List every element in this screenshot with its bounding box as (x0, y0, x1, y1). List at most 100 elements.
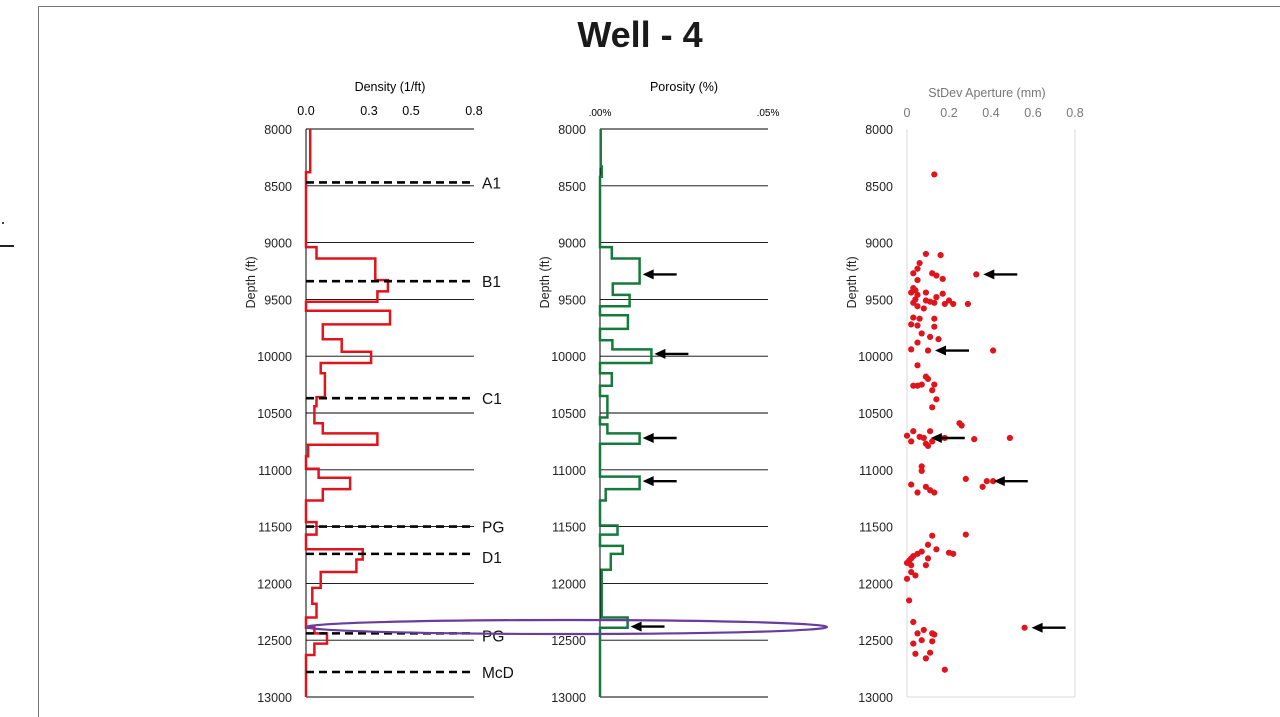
x-tick-label: .05% (757, 108, 780, 119)
data-point (910, 314, 917, 321)
data-point (910, 299, 917, 306)
data-point (914, 630, 921, 637)
formation-top-label: B1 (482, 274, 501, 291)
arrow-head (983, 269, 995, 280)
highlight-layer (305, 618, 829, 636)
y-axis-title: Depth (ft) (244, 256, 258, 308)
data-point (929, 438, 936, 445)
data-point (962, 475, 969, 482)
y-tick-label: 12500 (257, 634, 292, 648)
data-point (914, 303, 921, 310)
data-point (918, 467, 925, 475)
y-axis-title: Depth (ft) (538, 256, 552, 308)
data-point (908, 481, 915, 488)
data-point (914, 265, 921, 272)
data-point (918, 381, 925, 388)
data-point (916, 259, 923, 267)
data-point (922, 655, 930, 662)
data-point (908, 568, 915, 576)
data-point (922, 483, 930, 490)
arrow-head (993, 476, 1005, 487)
data-point (918, 330, 925, 337)
data-point (962, 531, 969, 538)
x-tick-label: 0.0 (297, 104, 314, 118)
x-tick-label: 0.6 (1024, 106, 1041, 120)
data-point (929, 532, 936, 539)
data-point (927, 649, 934, 656)
y-tick-label: 13000 (257, 691, 292, 705)
x-tick-label: 0.8 (1066, 106, 1083, 120)
data-point (958, 422, 965, 429)
y-tick-label: 9000 (865, 237, 893, 251)
arrow-head (654, 348, 666, 359)
arrow-head (930, 432, 942, 443)
data-point (929, 404, 936, 411)
data-point (918, 637, 925, 644)
data-point (908, 289, 915, 296)
data-point (920, 626, 927, 634)
x-axis-title: Porosity (%) (650, 80, 718, 94)
y-tick-label: 13000 (551, 691, 586, 705)
formation-top-label: PG (482, 520, 504, 537)
y-tick-label: 11000 (258, 464, 292, 478)
figure-frame (38, 6, 1280, 717)
data-point (912, 650, 919, 657)
data-point (914, 339, 921, 346)
data-point (933, 294, 940, 301)
data-point (918, 463, 925, 470)
x-tick-label: 0.5 (402, 104, 419, 118)
arrow-head (642, 269, 654, 280)
data-point (941, 300, 948, 308)
arrow-head (630, 621, 642, 632)
y-tick-label: 10500 (551, 407, 586, 421)
data-point (903, 575, 911, 582)
y-tick-label: 12000 (551, 577, 586, 591)
data-point (935, 336, 942, 343)
data-point (908, 346, 915, 353)
formation-top-label: PG (482, 628, 504, 645)
data-point (908, 562, 915, 569)
y-tick-label: 9500 (558, 293, 586, 307)
data-point (908, 438, 915, 445)
data-point (906, 597, 913, 604)
data-point (914, 276, 921, 284)
data-point (903, 432, 911, 439)
y-tick-label: 8000 (865, 123, 893, 137)
data-point (931, 631, 938, 638)
data-point (924, 555, 932, 562)
y-tick-label: 11500 (258, 521, 292, 535)
y-tick-label: 8500 (264, 180, 292, 194)
porosity-panel: 8000 8500 9000 9500 10000 10500 11000 11500 1200… (538, 80, 780, 705)
data-point (931, 489, 938, 496)
y-tick-label: 12500 (551, 634, 586, 648)
data-point (924, 541, 932, 548)
data-point (983, 478, 990, 485)
data-point (910, 428, 917, 435)
data-point (910, 640, 917, 647)
arrow-head (642, 476, 654, 487)
y-tick-label: 8500 (865, 180, 893, 194)
y-tick-label: 11000 (859, 464, 893, 478)
y-tick-label: 12000 (858, 577, 893, 591)
x-tick-label: .00% (589, 108, 612, 119)
data-point (945, 297, 953, 304)
y-tick-label: 8000 (264, 123, 292, 137)
y-axis-title: Depth (ft) (845, 256, 859, 308)
formation-top-label: McD (482, 665, 514, 682)
data-point (929, 387, 936, 394)
data-point (950, 300, 957, 308)
data-point (931, 299, 938, 306)
y-tick-label: 8500 (558, 180, 586, 194)
data-point (1021, 624, 1028, 631)
x-tick-label: 0.3 (360, 104, 377, 118)
arrow-head (1031, 622, 1043, 633)
y-tick-label: 12000 (257, 577, 292, 591)
y-tick-label: 10500 (257, 407, 292, 421)
data-point (912, 572, 919, 579)
y-tick-label: 8000 (558, 123, 586, 137)
y-tick-label: 11500 (859, 521, 893, 535)
data-point (950, 550, 957, 557)
data-point (927, 333, 934, 340)
x-axis-title: Density (1/ft) (355, 80, 426, 94)
